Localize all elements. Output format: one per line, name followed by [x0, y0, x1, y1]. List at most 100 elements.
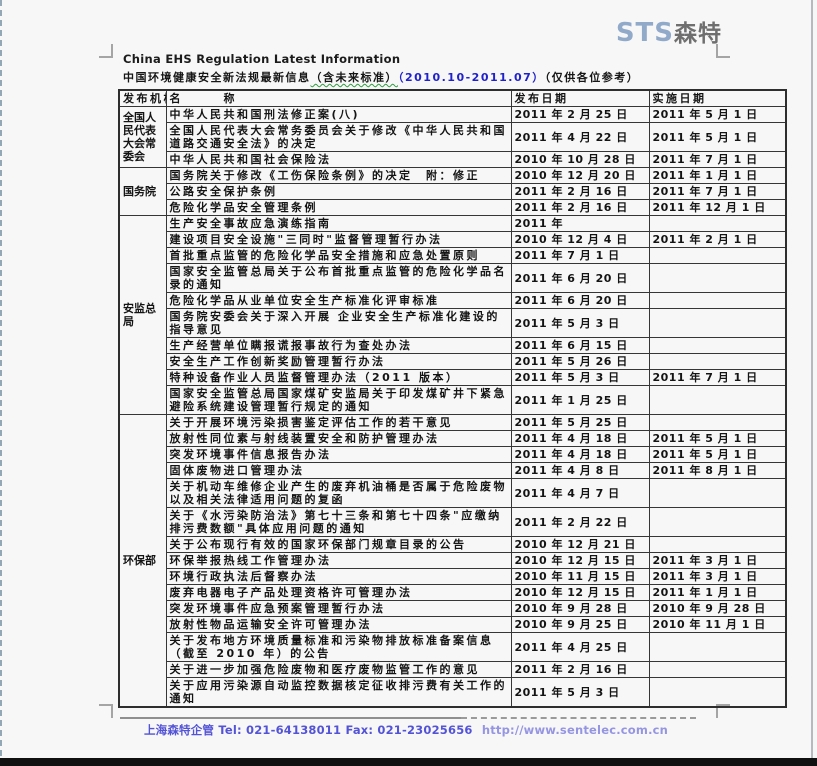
table-row: 建设项目安全设施"三同时"监督管理暂行办法 2010 年 12 月 4 日 2011… — [119, 231, 787, 248]
footer-fax: Fax: 021-23025656 — [345, 723, 473, 737]
title-cn-period: （2010.10-2011.07） — [398, 71, 545, 84]
agency-cell: 全国人民代表大会常委会 — [118, 106, 167, 168]
publish-date-cell: 2011 年 2 月 16 日 — [510, 183, 650, 200]
publish-date-cell: 2011 年 — [510, 215, 650, 232]
title-cn-paren: （含未来标准） — [310, 71, 398, 84]
effective-date-cell — [648, 215, 787, 232]
regulation-name-cell: 环保举报热线工作管理办法 — [165, 552, 512, 569]
table-row: 放射性物品运输安全许可管理办法 2010 年 9 月 25 日 2010 年 11 … — [119, 616, 787, 633]
regulation-name-cell: 关于应用污染源自动监控数据核定征收排污费有关工作的通知 — [165, 677, 512, 708]
page-left-edge — [0, 0, 2, 766]
header-agency: 发布机构 — [118, 89, 167, 107]
effective-date-cell — [648, 247, 787, 264]
logo-sts-text: STS — [615, 18, 674, 48]
table-row: 国家安全监管总局国家煤矿安监局关于印发煤矿井下紧急避险系统建设管理暂行规定的通知… — [119, 385, 787, 415]
document-header: China EHS Regulation Latest Information … — [123, 52, 639, 85]
effective-date-cell: 2011 年 7 月 1 日 — [648, 183, 787, 200]
effective-date-cell: 2010 年 11 月 1 日 — [648, 616, 787, 633]
title-cn-prefix: 中国环境健康安全新法规最新信息 — [123, 71, 311, 84]
table-row: 环保举报热线工作管理办法 2010 年 12 月 15 日 2011 年 3 月 1… — [119, 552, 787, 569]
publish-date-cell: 2010 年 12 月 21 日 — [510, 536, 650, 553]
regulation-name-cell: 建设项目安全设施"三同时"监督管理暂行办法 — [165, 231, 512, 248]
table-row: 公路安全保护条例 2011 年 2 月 16 日 2011 年 7 月 1 日 — [119, 183, 787, 200]
header-publish-date: 发布日期 — [510, 89, 650, 107]
regulation-name-cell: 生产经营单位瞒报谎报事故行为查处办法 — [165, 337, 512, 354]
effective-date-cell — [648, 414, 787, 431]
effective-date-cell: 2011 年 2 月 1 日 — [648, 231, 787, 248]
regulation-name-cell: 国务院关于修改《工伤保险条例》的决定 附：修正 — [165, 167, 512, 184]
publish-date-cell: 2011 年 2 月 25 日 — [510, 106, 650, 123]
publish-date-cell: 2011 年 2 月 16 日 — [510, 199, 650, 216]
table-row: 固体废物进口管理办法 2011 年 4 月 8 日 2011 年 8 月 1 日 — [119, 462, 787, 479]
effective-date-cell — [648, 677, 787, 708]
logo-sente-text: 森特 — [674, 21, 722, 47]
table-row: 关于机动车维修企业产生的废弃机油桶是否属于危险废物以及相关法律适用问题的复函 20… — [119, 478, 787, 508]
effective-date-cell: 2011 年 7 月 1 日 — [648, 369, 787, 386]
company-logo: STS森特 — [616, 20, 722, 49]
publish-date-cell: 2011 年 6 月 15 日 — [510, 337, 650, 354]
regulation-name-cell: 放射性物品运输安全许可管理办法 — [165, 616, 512, 633]
footer-url-link[interactable]: http://www.sentelec.com.cn — [481, 723, 669, 737]
publish-date-cell: 2011 年 4 月 18 日 — [510, 446, 650, 463]
effective-date-cell: 2011 年 1 月 1 日 — [648, 167, 787, 184]
effective-date-cell — [648, 308, 787, 338]
regulation-name-cell: 危险化学品从业单位安全生产标准化评审标准 — [165, 292, 512, 309]
footer-separator-dashed — [461, 717, 696, 719]
publish-date-cell: 2011 年 5 月 25 日 — [510, 414, 650, 431]
publish-date-cell: 2010 年 12 月 15 日 — [510, 584, 650, 601]
table-row: 国家安全监管总局关于公布首批重点监管的危险化学品名录的通知 2011 年 6 月 … — [119, 263, 787, 293]
effective-date-cell: 2010 年 9 月 28 日 — [648, 600, 787, 617]
publish-date-cell: 2010 年 9 月 28 日 — [510, 600, 650, 617]
effective-date-cell — [648, 632, 787, 662]
agency-cell: 环保部 — [118, 414, 167, 708]
effective-date-cell: 2011 年 5 月 1 日 — [648, 446, 787, 463]
table-row: 危险化学品安全管理条例 2011 年 2 月 16 日 2011 年 12 月 1 … — [119, 199, 787, 216]
publish-date-cell: 2010 年 10 月 28 日 — [510, 151, 650, 168]
regulation-name-cell: 特种设备作业人员监督管理办法（2011 版本） — [165, 369, 512, 386]
effective-date-cell: 2011 年 5 月 1 日 — [648, 122, 787, 152]
regulation-name-cell: 关于进一步加强危险废物和医疗废物监管工作的意见 — [165, 661, 512, 678]
publish-date-cell: 2011 年 4 月 18 日 — [510, 430, 650, 447]
publish-date-cell: 2011 年 7 月 1 日 — [510, 247, 650, 264]
regulation-name-cell: 环境行政执法后督察办法 — [165, 568, 512, 585]
agency-cell: 安监总局 — [118, 215, 167, 415]
regulation-name-cell: 公路安全保护条例 — [165, 183, 512, 200]
regulation-name-cell: 全国人民代表大会常务委员会关于修改《中华人民共和国道路交通安全法》的决定 — [165, 122, 512, 152]
regulation-name-cell: 危险化学品安全管理条例 — [165, 199, 512, 216]
regulation-name-cell: 关于发布地方环境质量标准和污染物排放标准备案信息（截至 2010 年）的公告 — [165, 632, 512, 662]
publish-date-cell: 2011 年 5 月 3 日 — [510, 369, 650, 386]
publish-date-cell: 2011 年 6 月 20 日 — [510, 292, 650, 309]
page-bottom-bar — [0, 758, 817, 766]
regulation-name-cell: 放射性同位素与射线装置安全和防护管理办法 — [165, 430, 512, 447]
page-footer: 上海森特企管 Tel: 021-64138011 Fax: 021-230256… — [120, 722, 692, 738]
regulation-name-cell: 国务院安委会关于深入开展 企业安全生产标准化建设的指导意见 — [165, 308, 512, 338]
table-row: 关于进一步加强危险废物和医疗废物监管工作的意见 2011 年 2 月 16 日 — [119, 661, 787, 678]
regulation-name-cell: 中华人民共和国刑法修正案(八) — [165, 106, 512, 123]
regulation-name-cell: 关于公布现行有效的国家环保部门规章目录的公告 — [165, 536, 512, 553]
regulation-name-cell: 首批重点监管的危险化学品安全措施和应急处置原则 — [165, 247, 512, 264]
table-row: 突发环境事件信息报告办法 2011 年 4 月 18 日 2011 年 5 月 1 … — [119, 446, 787, 463]
regulation-name-cell: 关于机动车维修企业产生的废弃机油桶是否属于危险废物以及相关法律适用问题的复函 — [165, 478, 512, 508]
regulation-name-cell: 固体废物进口管理办法 — [165, 462, 512, 479]
table-row: 安监总局 生产安全事故应急演练指南 2011 年 — [118, 215, 787, 415]
publish-date-cell: 2011 年 4 月 22 日 — [510, 122, 650, 152]
effective-date-cell — [648, 385, 787, 415]
publish-date-cell: 2011 年 1 月 25 日 — [510, 385, 650, 415]
margin-crop-mark-top-left — [99, 44, 113, 58]
publish-date-cell: 2010 年 12 月 4 日 — [510, 231, 650, 248]
regulation-name-cell: 突发环境事件信息报告办法 — [165, 446, 512, 463]
table-row: 关于《水污染防治法》第七十三条和第七十四条"应缴纳排污费数额"具体应用问题的通知… — [119, 507, 787, 537]
publish-date-cell: 2011 年 4 月 7 日 — [510, 478, 650, 508]
effective-date-cell — [648, 507, 787, 537]
effective-date-cell — [648, 337, 787, 354]
effective-date-cell — [648, 478, 787, 508]
publish-date-cell: 2011 年 5 月 3 日 — [510, 677, 650, 708]
footer-tel: Tel: 021-64138011 — [218, 723, 342, 737]
publish-date-cell: 2010 年 12 月 15 日 — [510, 552, 650, 569]
publish-date-cell: 2011 年 5 月 3 日 — [510, 308, 650, 338]
effective-date-cell — [648, 661, 787, 678]
effective-date-cell: 2011 年 7 月 1 日 — [648, 151, 787, 168]
effective-date-cell — [648, 353, 787, 370]
effective-date-cell: 2011 年 8 月 1 日 — [648, 462, 787, 479]
